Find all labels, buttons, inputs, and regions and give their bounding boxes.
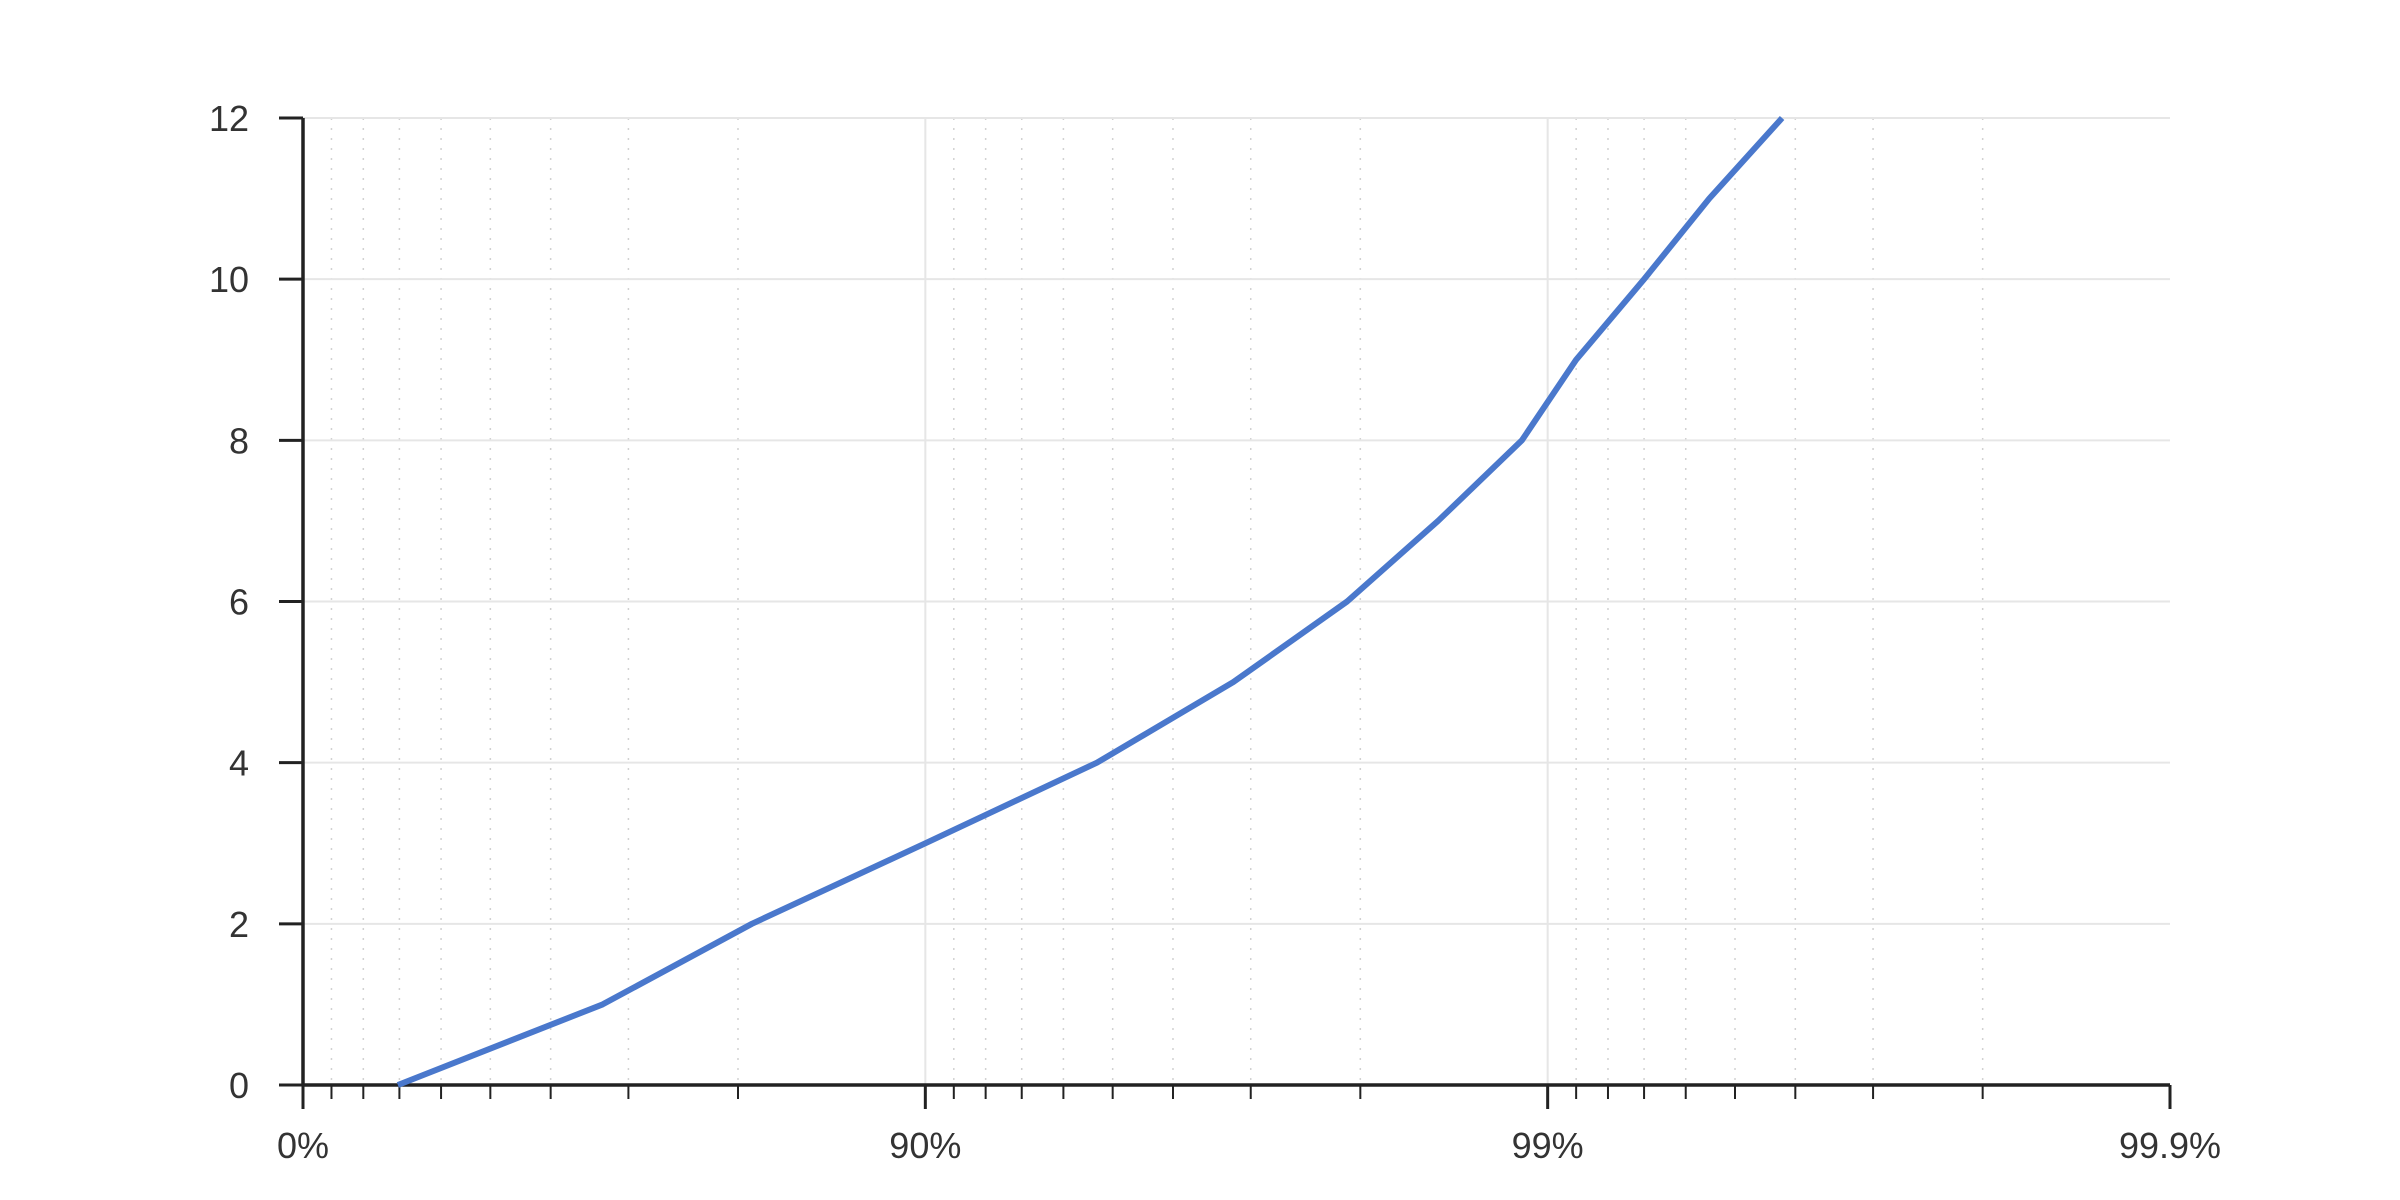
series (396, 115, 1785, 1088)
x-tick-label: 90% (889, 1125, 961, 1166)
y-tick-label: 4 (229, 743, 249, 784)
y-tick-label: 10 (209, 259, 249, 300)
y-tick-label: 6 (229, 582, 249, 623)
x-tick-label: 99.9% (2119, 1125, 2221, 1166)
major-grid (303, 117, 2170, 1085)
y-tick-label: 2 (229, 904, 249, 945)
ticks (279, 116, 2172, 1109)
series-line (396, 115, 1785, 1088)
y-tick-label: 0 (229, 1065, 249, 1106)
tick-labels: 0 2 4 6 8 10 12 0% 90% 99% 99.9% (209, 98, 2221, 1166)
x-tick-label: 0% (277, 1125, 329, 1166)
y-tick-label: 8 (229, 420, 249, 461)
x-tick-label: 99% (1512, 1125, 1584, 1166)
y-tick-label: 12 (209, 98, 249, 139)
